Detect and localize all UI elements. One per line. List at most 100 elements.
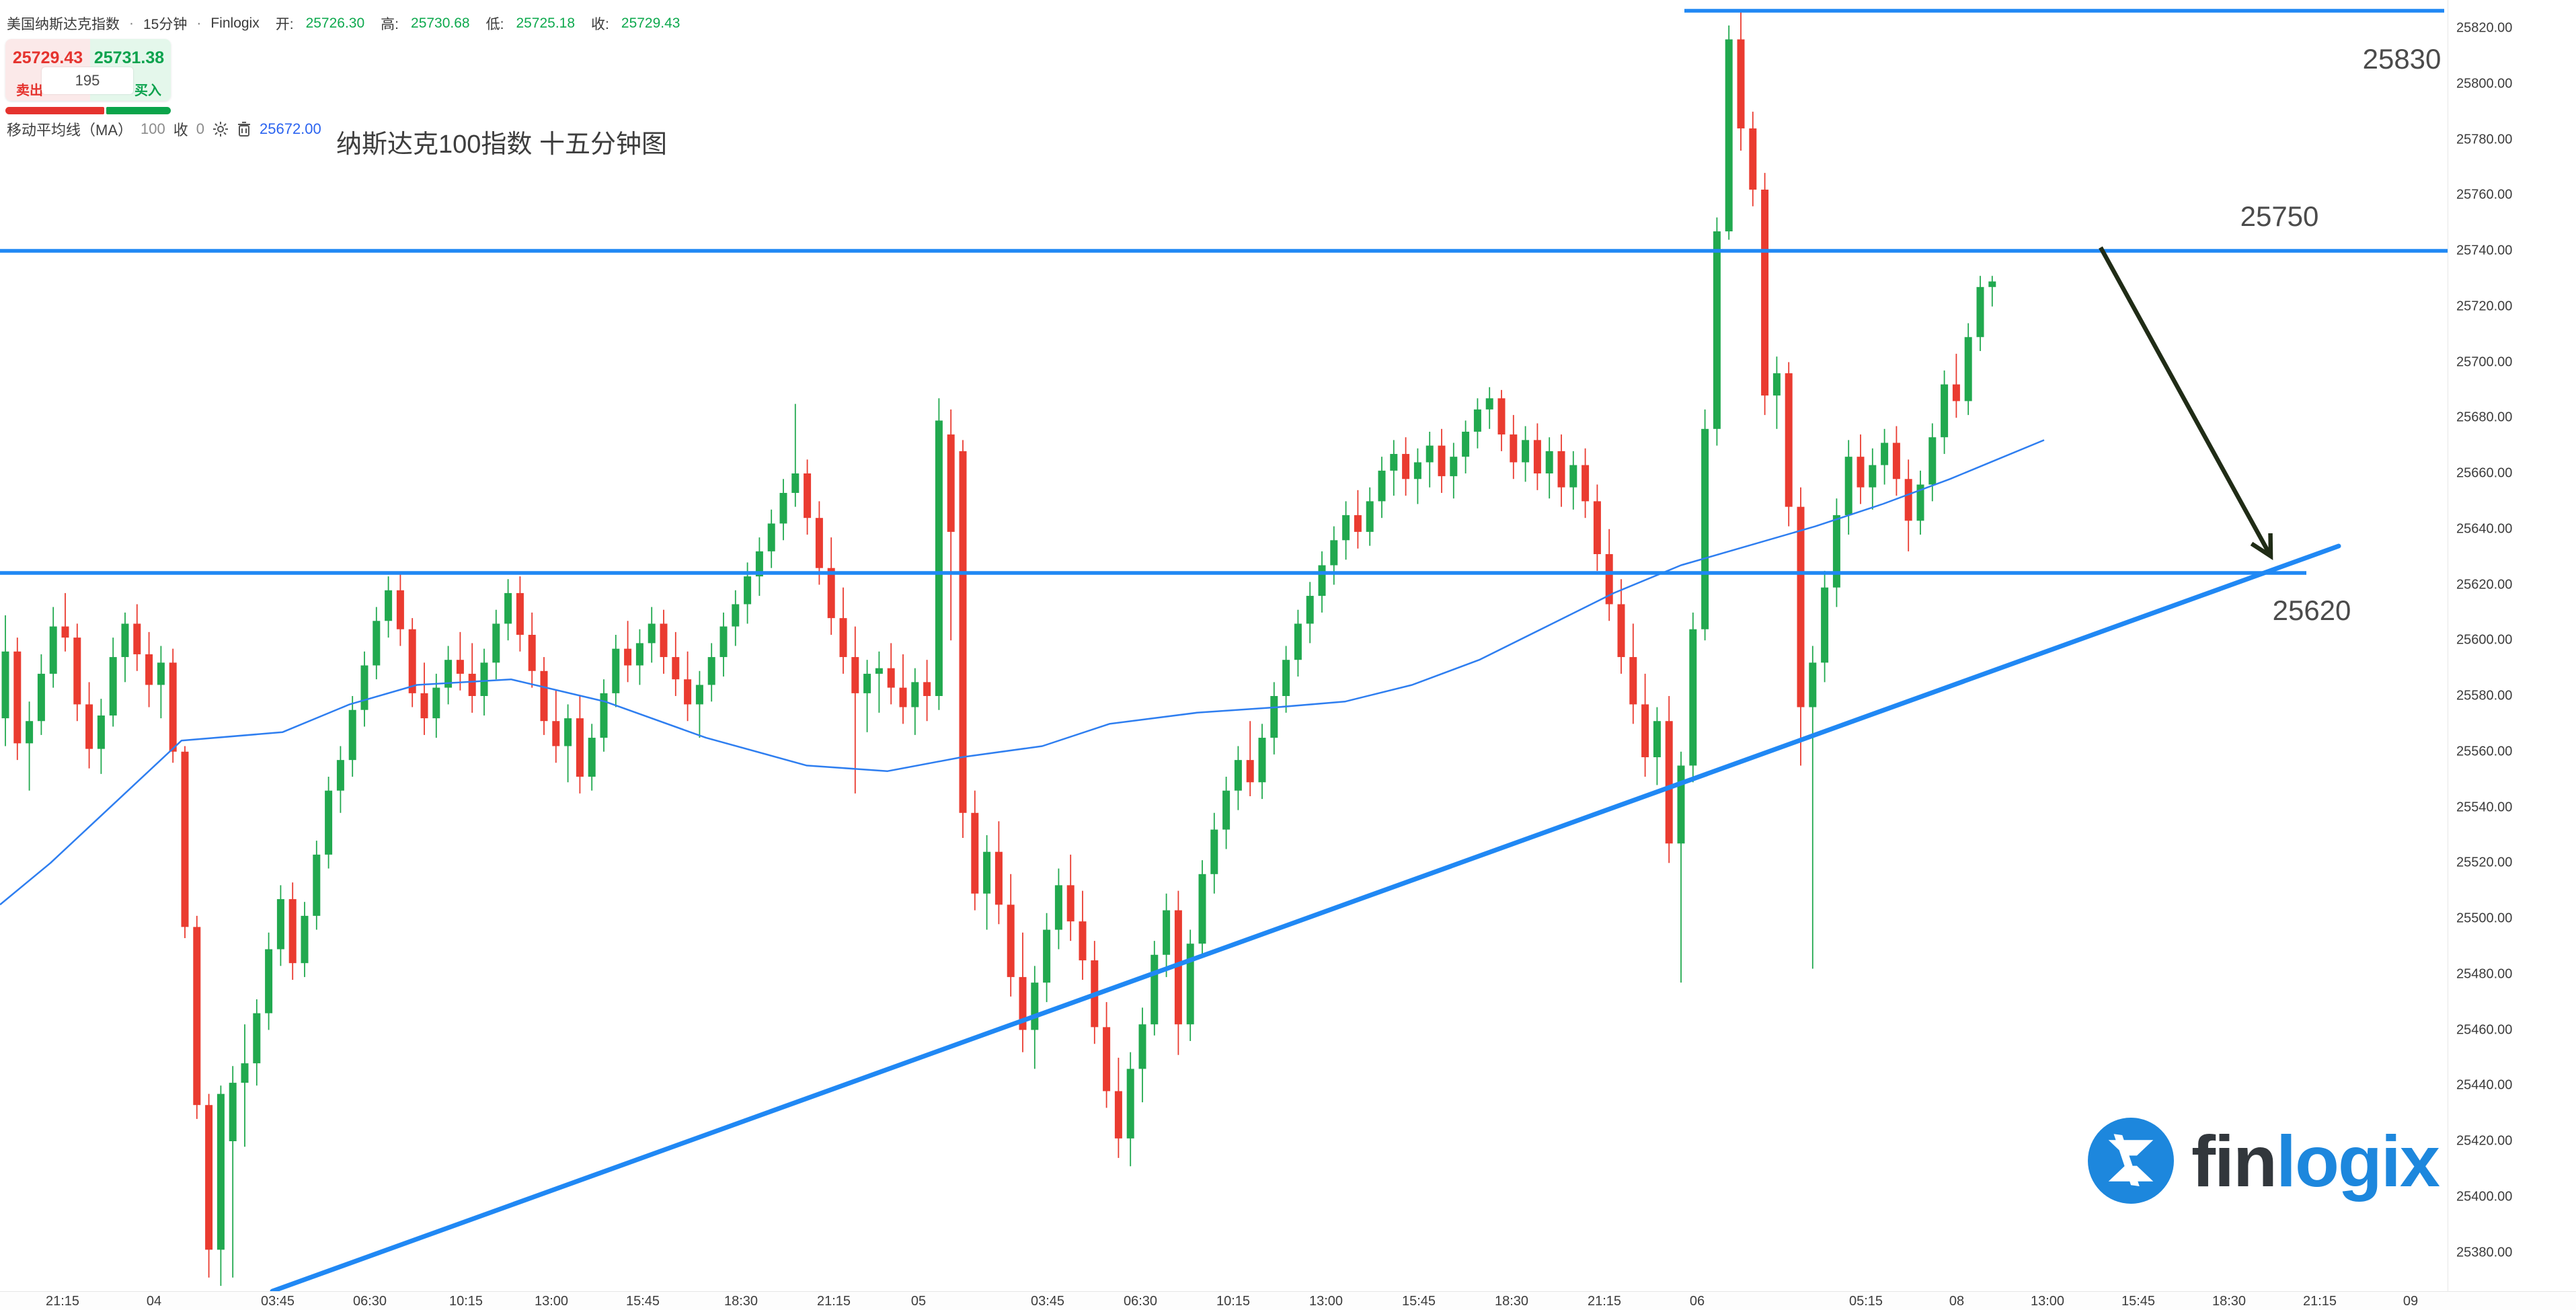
close-label: 收: [591,17,609,32]
candle-body-down [1617,604,1625,658]
candle-body-down [1785,373,1793,507]
sell-button[interactable]: 卖出 [16,83,43,98]
candle-body-down [1749,128,1757,190]
down-arrow-shaft [2099,246,2271,555]
candle-body-down [1737,39,1745,128]
candle-body-up [1569,465,1577,488]
candle-body-down [181,751,189,927]
candle-body-down [540,670,548,722]
symbol-row: 美国纳斯达克指数 · 15分钟 · Finlogix 开: 25726.30 高… [7,15,680,32]
candle-body-up [755,551,763,577]
price-axis-label: 25480.00 [2456,966,2513,982]
candle-body-down [1510,434,1518,463]
candle-body-up [744,576,752,605]
ma-name[interactable]: 移动平均线（MA） [7,122,133,139]
time-axis-label: 18:30 [2212,1294,2247,1309]
price-axis-label: 25400.00 [2456,1189,2513,1204]
low-value: 25725.18 [516,15,576,31]
candle-body-up [217,1093,225,1250]
candle-body-up [695,685,703,705]
price-axis-label: 25560.00 [2456,744,2513,759]
candle-body-up [1234,760,1242,791]
candle-body-up [1390,454,1398,471]
high-label: 高: [381,17,399,32]
candle-body-up [265,949,273,1013]
candle-body-up [1198,874,1206,944]
time-axis-label: 04 [146,1294,162,1309]
time-axis-label: 21:15 [1587,1294,1622,1309]
ma-source: 收 [173,122,188,139]
price-axis-label: 25720.00 [2456,299,2513,314]
candle-body-up [1,651,9,719]
candle-body-up [432,687,440,719]
candle-body-down [804,473,812,518]
buy-price[interactable]: 25731.38 [93,48,165,67]
candle-body-down [1857,457,1865,488]
high-value: 25730.68 [411,15,470,31]
candle-body-up [1138,1024,1146,1069]
time-axis-label: 21:15 [2302,1294,2337,1309]
candle-body-up [1450,457,1458,477]
candle-body-up [983,851,991,894]
candle-body-up [911,682,919,707]
candle-body-up [600,693,608,738]
candle-body-up [325,790,333,855]
time-axis[interactable]: 21:15 04 03:45 06:30 10:15 13:00 15:45 18:30 21:… [0,1291,2576,1310]
candle-body-down [468,673,476,696]
price-axis-label: 25380.00 [2456,1245,2513,1260]
candle-body-up [1976,286,1984,338]
sell-price[interactable]: 25729.43 [12,48,83,67]
candle-body-up [1522,440,1530,463]
ma-line [0,439,2045,906]
candle-body-down [73,638,81,705]
price-axis-label: 25680.00 [2456,410,2513,425]
interval-label[interactable]: 15分钟 [143,17,188,32]
candle-body-up [301,915,309,964]
finlogix-logo-text: fin logix [2191,1120,2440,1202]
candle-body-up [1941,384,1949,438]
time-axis-label: 13:00 [534,1294,569,1309]
candle-body-up [1126,1069,1134,1139]
candle-body-up [1330,540,1338,566]
price-axis-label: 25420.00 [2456,1133,2513,1149]
candle-body-up [109,657,117,716]
delete-trash-icon[interactable] [237,121,251,137]
candle-body-up [157,662,165,685]
candlestick-chart[interactable] [0,0,2448,1291]
candle-body-up [1306,596,1314,624]
candle-body-down [1438,445,1446,477]
candle-body-up [588,738,596,777]
candle-body-up [1342,515,1350,541]
finlogix-logo-icon [2088,1118,2174,1204]
time-axis-label: 21:15 [816,1294,851,1309]
price-axis-label: 25540.00 [2456,800,2513,814]
settings-gear-icon[interactable] [212,121,229,137]
candle-body-down [839,618,847,658]
price-axis-label: 25600.00 [2456,632,2513,648]
candles-layer [1,11,1996,1286]
price-axis-label: 25660.00 [2456,465,2513,481]
spread-value: 195 [42,67,133,94]
price-axis[interactable]: 25820.00 25800.00 25780.00 25760.00 25740.00… [2448,0,2576,1291]
price-axis-label: 25820.00 [2456,20,2513,36]
time-axis-label: 13:00 [2030,1294,2065,1309]
price-axis-label: 25640.00 [2456,521,2513,537]
candle-body-down [994,851,1003,905]
candle-body-up [1462,431,1470,457]
candle-body-down [420,693,428,719]
low-label: 低: [485,17,504,32]
candle-body-up [1318,565,1326,596]
time-axis-label: 05 [910,1294,927,1309]
candle-body-up [1282,660,1290,696]
candle-body-up [863,673,871,693]
candle-body-up [1821,587,1829,663]
candle-body-down [552,721,560,746]
candle-body-down [85,704,93,749]
buy-button[interactable]: 买入 [134,83,161,98]
candle-body-down [1641,704,1649,758]
candle-body-up [1772,373,1781,396]
candle-body-down [1629,657,1637,705]
candle-body-up [1473,409,1481,432]
ma-current-value: 25672.00 [260,120,321,137]
candle-body-down [1533,440,1541,473]
